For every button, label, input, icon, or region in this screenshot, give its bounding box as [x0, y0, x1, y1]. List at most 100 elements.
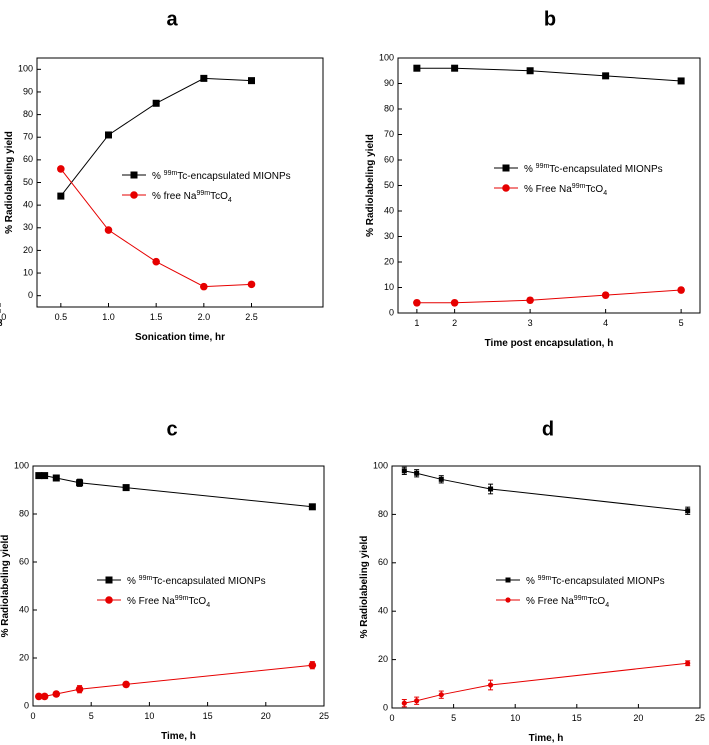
x-tick-label: 25 — [695, 713, 705, 723]
data-point-square — [602, 72, 610, 80]
y-tick-label: 100 — [379, 52, 394, 62]
legend-label-part: 4 — [206, 602, 210, 609]
data-point-circle — [52, 690, 61, 698]
y-tick-label: 0 — [24, 700, 29, 710]
data-point-square — [35, 472, 43, 480]
data-point-circle — [308, 661, 317, 669]
chart-panel-b: b010203040506070809010012345678Time post… — [0, 8, 701, 349]
data-point-square — [677, 77, 685, 85]
series-free-pertechnetate — [35, 661, 317, 701]
x-tick-label: 7 — [0, 318, 3, 328]
legend-label-part: 99m — [574, 595, 588, 602]
data-point-circle — [200, 282, 208, 291]
y-tick-label: 60 — [19, 556, 29, 566]
chart-panel-d: d 0 20 40 60 80 100 0 5 10 15 20 25 Time, h % Radiolab… — [359, 418, 705, 744]
y-tick-label: 0 — [28, 290, 33, 300]
y-tick-label: 10 — [23, 267, 33, 277]
x-tick-label: 5 — [679, 318, 684, 328]
y-tick-label: 90 — [384, 78, 394, 88]
x-tick-label: 2.0 — [198, 312, 211, 322]
x-tick-label: 5 — [451, 713, 456, 723]
data-point-circle — [487, 682, 494, 688]
legend-label-part: TcO — [587, 596, 605, 607]
data-point-circle — [685, 660, 691, 666]
chart-panel-a: a 0 10 20 30 40 50 60 70 80 90 100 0.5 1.0 1.5 2.0 2.5 3.… — [0, 8, 324, 343]
y-tick-label: 100 — [373, 460, 388, 470]
legend-label-part: 99m — [572, 183, 586, 190]
data-point-circle — [35, 692, 43, 701]
y-tick-label: 40 — [23, 200, 33, 210]
legend-label-part: % Free Na — [524, 184, 572, 195]
x-tick-label: 10 — [510, 713, 520, 723]
data-point-square — [401, 468, 407, 474]
data-point-square — [502, 164, 510, 172]
series-line — [404, 470, 688, 512]
y-tick-label: 80 — [378, 509, 388, 519]
legend-label: % 99mTc-encapsulated MIONPs — [152, 170, 291, 182]
legend-label: % Free Na99mTcO4 — [127, 595, 210, 609]
legend: % 99mTc-encapsulated MIONPs% Free Na99mT… — [494, 163, 663, 197]
legend-label-part: % — [152, 171, 164, 182]
legend-label-part: TcO — [210, 191, 228, 202]
x-tick-label: 3 — [528, 318, 533, 328]
legend-label-part: % — [127, 576, 139, 587]
data-point-square — [308, 503, 316, 511]
legend-label-part: 99m — [538, 575, 552, 582]
x-tick-label: 0 — [389, 713, 394, 723]
y-tick-label: 60 — [23, 154, 33, 164]
data-point-square — [451, 64, 459, 72]
legend-label-part: TcO — [188, 596, 206, 607]
data-point-circle — [601, 291, 610, 299]
legend-label-part: % Free Na — [127, 596, 175, 607]
data-point-square — [122, 484, 130, 492]
x-tick-label: 6 — [0, 318, 3, 328]
legend: % 99mTc-encapsulated MIONPs% Free Na99mT… — [496, 575, 665, 609]
data-point-square — [41, 472, 49, 480]
panel-label: b — [544, 8, 556, 30]
x-tick-label: 3.0 — [0, 312, 6, 322]
legend-label-part: 4 — [228, 197, 232, 204]
y-axis-title: % Radiolabeling yield — [359, 536, 370, 639]
legend-label-part: 99m — [164, 170, 178, 177]
data-point-circle — [677, 286, 685, 294]
data-point-square — [52, 474, 60, 482]
legend: % 99mTc-encapsulated MIONPs % Free Na99mT… — [97, 575, 266, 609]
legend-label-part: Tc-encapsulated MIONPs — [177, 171, 290, 182]
x-tick-label: 0 — [30, 711, 35, 721]
y-tick-label: 100 — [14, 460, 29, 470]
data-point-square — [413, 64, 421, 72]
legend-label-part: 99m — [175, 595, 189, 602]
y-tick-label: 0 — [383, 702, 388, 712]
data-point-square — [152, 99, 160, 107]
legend-label-part: 4 — [605, 602, 609, 609]
x-tick-label: 1 — [414, 318, 419, 328]
x-tick-label: 5 — [89, 711, 94, 721]
data-point-circle — [438, 692, 444, 698]
x-tick-label: 15 — [572, 713, 582, 723]
y-tick-label: 0 — [389, 307, 394, 317]
legend: % 99mTc-encapsulated MIONPs% free Na99mT… — [122, 170, 291, 204]
series-encapsulated — [401, 466, 691, 515]
data-point-square — [488, 486, 494, 492]
x-tick-label: 10 — [144, 711, 154, 721]
legend-label: % 99mTc-encapsulated MIONPs — [127, 575, 266, 587]
data-point-circle — [104, 226, 113, 234]
y-tick-label: 80 — [23, 109, 33, 119]
y-tick-label: 70 — [384, 129, 394, 139]
x-tick-label: 20 — [633, 713, 643, 723]
y-tick-label: 30 — [384, 231, 394, 241]
y-axis-title: % Radiolabeling yield — [0, 535, 11, 638]
legend-label-part: % — [524, 164, 536, 175]
data-point-circle — [57, 165, 65, 173]
x-tick-label: 2.5 — [245, 312, 258, 322]
y-tick-label: 60 — [384, 154, 394, 164]
series-encapsulated — [35, 472, 316, 511]
y-tick-label: 20 — [19, 652, 29, 662]
series-line — [404, 662, 688, 704]
y-tick-label: 70 — [23, 132, 33, 142]
y-tick-label: 100 — [18, 64, 33, 74]
legend-label: % Free Na99mTcO4 — [526, 595, 609, 609]
data-point-circle — [526, 296, 534, 305]
data-point-square — [505, 577, 511, 583]
y-axis-title: % Radiolabeling yield — [4, 131, 15, 234]
